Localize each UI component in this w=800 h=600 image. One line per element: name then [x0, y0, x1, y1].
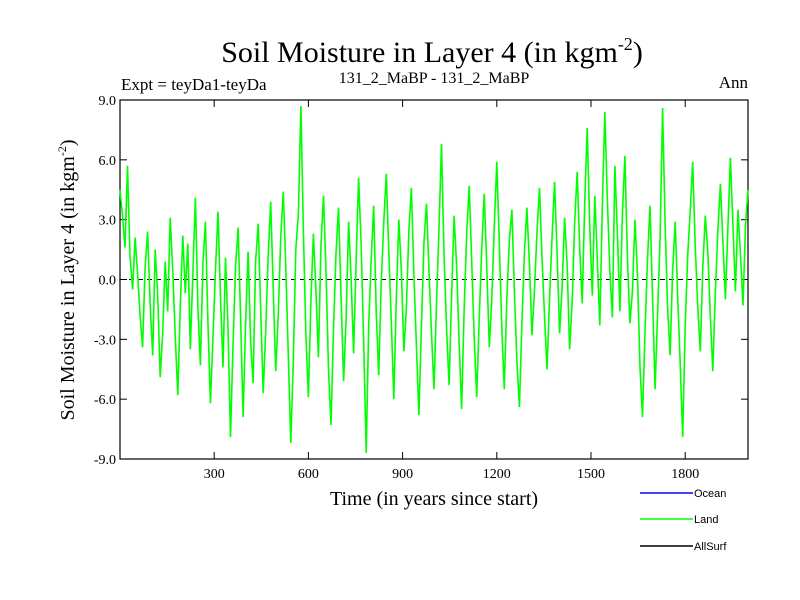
y-tick-label: -9.0 [94, 453, 116, 468]
x-tick-label: 900 [392, 467, 413, 482]
legend: Ocean Land AllSurf [640, 488, 727, 553]
title-close: ) [633, 36, 643, 69]
legend-item-allsurf: AllSurf [640, 541, 727, 553]
y-label-superscript: -2 [55, 146, 69, 156]
x-axis-label: Time (in years since start) [330, 488, 538, 510]
y-tick-label: 3.0 [99, 214, 117, 229]
series-land-line [119, 105, 749, 454]
x-tick-label: 1800 [671, 467, 699, 482]
y-tick-labels: -9.0 -6.0 -3.0 0.0 3.0 6.0 9.0 [94, 94, 116, 468]
legend-item-land: Land [640, 514, 718, 526]
title-main: Soil Moisture in Layer 4 (in kgm [221, 36, 618, 69]
legend-label-land: Land [694, 514, 718, 526]
title: Soil Moisture in Layer 4 (in kgm-2) [221, 34, 643, 69]
subtitle-right: Ann [719, 73, 749, 92]
y-tick-label: 6.0 [99, 154, 117, 169]
legend-item-ocean: Ocean [640, 488, 726, 500]
svg-text:Soil Moisture in Layer 4 (in k: Soil Moisture in Layer 4 (in kgm-2) [55, 139, 79, 420]
x-tick-label: 600 [298, 467, 319, 482]
legend-label-allsurf: AllSurf [694, 541, 727, 553]
y-tick-label: 0.0 [99, 274, 117, 289]
y-label-main: Soil Moisture in Layer 4 (in kgm [57, 156, 79, 421]
x-tick-label: 1200 [483, 467, 511, 482]
legend-label-ocean: Ocean [694, 488, 726, 500]
title-superscript: -2 [618, 34, 633, 54]
y-axis-label: Soil Moisture in Layer 4 (in kgm-2) [55, 139, 79, 420]
x-tick-label: 1500 [577, 467, 605, 482]
y-label-close: ) [57, 139, 79, 146]
y-tick-label: -3.0 [94, 333, 116, 348]
subtitle-center: 131_2_MaBP - 131_2_MaBP [339, 70, 530, 87]
subtitle-left: Expt = teyDa1-teyDa [121, 75, 267, 94]
x-tick-label: 300 [204, 467, 225, 482]
y-tick-label: -6.0 [94, 393, 116, 408]
svg-text:Soil Moisture in Layer 4 (in k: Soil Moisture in Layer 4 (in kgm-2) [221, 34, 643, 69]
x-tick-labels: 300 600 900 1200 1500 1800 [204, 467, 700, 482]
y-tick-label: 9.0 [99, 94, 117, 109]
